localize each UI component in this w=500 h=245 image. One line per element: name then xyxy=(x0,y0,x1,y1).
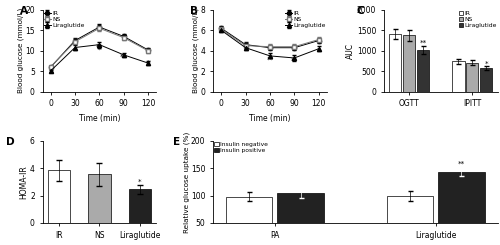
Text: D: D xyxy=(6,137,14,147)
Y-axis label: HOMA-IR: HOMA-IR xyxy=(20,165,28,199)
Text: *: * xyxy=(484,60,488,66)
Bar xyxy=(129,189,151,223)
Bar xyxy=(480,68,492,92)
Text: *: * xyxy=(98,47,101,53)
Y-axis label: Blood glucose (mmol/L): Blood glucose (mmol/L) xyxy=(18,8,24,93)
Bar xyxy=(438,172,484,245)
Text: *: * xyxy=(317,48,320,54)
Bar xyxy=(88,174,110,223)
Text: **: ** xyxy=(266,57,274,62)
Legend: IR, NS, Liraglutide: IR, NS, Liraglutide xyxy=(458,11,496,28)
Bar xyxy=(226,197,272,245)
Legend: Insulin negative, Insulin positive: Insulin negative, Insulin positive xyxy=(214,142,268,153)
Y-axis label: AUC: AUC xyxy=(346,43,356,59)
Bar xyxy=(403,35,415,92)
Text: **: ** xyxy=(420,40,426,46)
Text: *: * xyxy=(146,60,150,66)
Bar xyxy=(48,170,70,223)
X-axis label: Time (min): Time (min) xyxy=(249,114,291,123)
Text: *: * xyxy=(138,179,141,184)
Legend: IR, NS, Liraglutide: IR, NS, Liraglutide xyxy=(44,11,84,28)
Bar xyxy=(466,63,478,92)
X-axis label: Time (min): Time (min) xyxy=(78,114,120,123)
Text: E: E xyxy=(174,137,180,147)
Text: **: ** xyxy=(120,53,128,59)
Bar xyxy=(452,61,464,92)
Text: **: ** xyxy=(458,160,465,167)
Text: **: ** xyxy=(96,44,103,49)
Legend: IR, NS, Liraglutide: IR, NS, Liraglutide xyxy=(285,11,326,28)
Bar xyxy=(387,196,433,245)
Bar xyxy=(416,50,429,92)
Text: **: ** xyxy=(290,58,298,64)
Y-axis label: Blood glucose (mmol/L): Blood glucose (mmol/L) xyxy=(192,8,199,93)
Text: C: C xyxy=(356,6,364,16)
Y-axis label: Relative glucose uptake (%): Relative glucose uptake (%) xyxy=(183,131,190,233)
Bar xyxy=(278,194,324,245)
Bar xyxy=(389,34,402,92)
Text: A: A xyxy=(20,6,28,16)
Text: B: B xyxy=(190,6,198,16)
